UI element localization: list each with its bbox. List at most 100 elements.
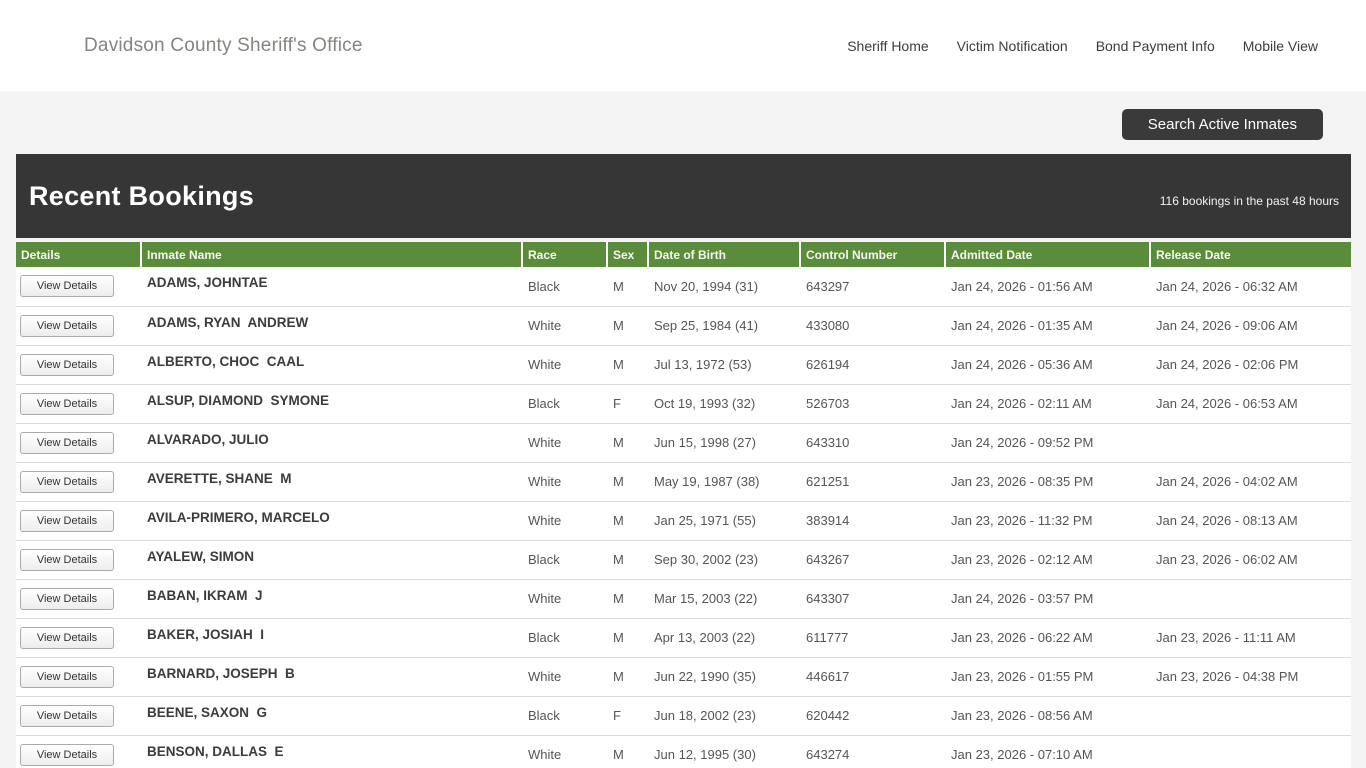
column-header-release-date: Release Date xyxy=(1150,242,1351,267)
race-cell: Black xyxy=(522,618,607,658)
inmate-name-cell: BAKER, JOSIAH I xyxy=(141,618,522,658)
admitted-date-cell: Jan 24, 2026 - 03:57 PM xyxy=(945,579,1150,619)
details-cell: View Details xyxy=(16,657,141,697)
view-details-button[interactable]: View Details xyxy=(20,275,114,298)
table-row: View Details BENSON, DALLAS E White M Ju… xyxy=(16,735,1351,768)
control-number-cell: 643307 xyxy=(800,579,945,619)
view-details-button[interactable]: View Details xyxy=(20,470,114,493)
recent-bookings-header: Recent Bookings 116 bookings in the past… xyxy=(16,154,1351,238)
view-details-button[interactable]: View Details xyxy=(20,314,114,337)
details-cell: View Details xyxy=(16,735,141,768)
date-of-birth-cell: Nov 20, 1994 (31) xyxy=(648,267,800,307)
site-title: Davidson County Sheriff's Office xyxy=(84,34,363,56)
inmate-name-cell: ALSUP, DIAMOND SYMONE xyxy=(141,384,522,424)
details-cell: View Details xyxy=(16,267,141,307)
control-number-cell: 643310 xyxy=(800,423,945,463)
sex-cell: M xyxy=(607,618,648,658)
control-number-cell: 643267 xyxy=(800,540,945,580)
page-content: Search Active Inmates Recent Bookings 11… xyxy=(0,91,1366,768)
bookings-table-body: View Details ADAMS, JOHNTAE Black M Nov … xyxy=(16,267,1351,768)
details-cell: View Details xyxy=(16,540,141,580)
date-of-birth-cell: Jun 22, 1990 (35) xyxy=(648,657,800,697)
table-row: View Details ALBERTO, CHOC CAAL White M … xyxy=(16,345,1351,385)
view-details-button[interactable]: View Details xyxy=(20,509,114,532)
view-details-button[interactable]: View Details xyxy=(20,353,114,376)
race-cell: White xyxy=(522,423,607,463)
nav-sheriff-home[interactable]: Sheriff Home xyxy=(847,37,929,54)
details-cell: View Details xyxy=(16,579,141,619)
control-number-cell: 611777 xyxy=(800,618,945,658)
admitted-date-cell: Jan 23, 2026 - 11:32 PM xyxy=(945,501,1150,541)
sex-cell: M xyxy=(607,735,648,768)
admitted-date-cell: Jan 23, 2026 - 07:10 AM xyxy=(945,735,1150,768)
table-row: View Details AVILA-PRIMERO, MARCELO Whit… xyxy=(16,501,1351,541)
nav-bond-payment-info[interactable]: Bond Payment Info xyxy=(1095,37,1215,54)
table-row: View Details BAKER, JOSIAH I Black M Apr… xyxy=(16,618,1351,658)
nav-mobile-view[interactable]: Mobile View xyxy=(1242,37,1318,54)
column-header-inmate-name: Inmate Name xyxy=(141,242,523,267)
inmate-name-cell: AYALEW, SIMON xyxy=(141,540,522,580)
release-date-cell: Jan 24, 2026 - 06:53 AM xyxy=(1150,384,1351,424)
details-cell: View Details xyxy=(16,501,141,541)
admitted-date-cell: Jan 24, 2026 - 01:35 AM xyxy=(945,306,1150,346)
column-header-details: Details xyxy=(16,242,142,267)
admitted-date-cell: Jan 24, 2026 - 05:36 AM xyxy=(945,345,1150,385)
sex-cell: M xyxy=(607,540,648,580)
control-number-cell: 446617 xyxy=(800,657,945,697)
view-details-button[interactable]: View Details xyxy=(20,665,114,688)
release-date-cell xyxy=(1150,423,1351,463)
date-of-birth-cell: Jun 18, 2002 (23) xyxy=(648,696,800,736)
table-header-row: Details Inmate Name Race Sex Date of Bir… xyxy=(16,242,1351,267)
search-row: Search Active Inmates xyxy=(16,91,1351,140)
sex-cell: F xyxy=(607,384,648,424)
sex-cell: M xyxy=(607,306,648,346)
table-row: View Details ALSUP, DIAMOND SYMONE Black… xyxy=(16,384,1351,424)
admitted-date-cell: Jan 23, 2026 - 02:12 AM xyxy=(945,540,1150,580)
view-details-button[interactable]: View Details xyxy=(20,548,114,571)
nav-victim-notification[interactable]: Victim Notification xyxy=(956,37,1068,54)
sex-cell: M xyxy=(607,462,648,502)
table-row: View Details ADAMS, JOHNTAE Black M Nov … xyxy=(16,267,1351,307)
release-date-cell: Jan 24, 2026 - 08:13 AM xyxy=(1150,501,1351,541)
sex-cell: M xyxy=(607,579,648,619)
table-row: View Details ADAMS, RYAN ANDREW White M … xyxy=(16,306,1351,346)
race-cell: White xyxy=(522,579,607,619)
race-cell: Black xyxy=(522,540,607,580)
inmate-name-cell: ADAMS, JOHNTAE xyxy=(141,267,522,307)
view-details-button[interactable]: View Details xyxy=(20,743,114,766)
view-details-button[interactable]: View Details xyxy=(20,704,114,727)
column-header-race: Race xyxy=(522,242,608,267)
bookings-count-text: 116 bookings in the past 48 hours xyxy=(1159,194,1339,208)
search-active-inmates-button[interactable]: Search Active Inmates xyxy=(1121,109,1323,140)
release-date-cell: Jan 24, 2026 - 04:02 AM xyxy=(1150,462,1351,502)
details-cell: View Details xyxy=(16,345,141,385)
table-row: View Details AVERETTE, SHANE M White M M… xyxy=(16,462,1351,502)
date-of-birth-cell: Oct 19, 1993 (32) xyxy=(648,384,800,424)
inmate-name-cell: AVILA-PRIMERO, MARCELO xyxy=(141,501,522,541)
sex-cell: M xyxy=(607,267,648,307)
inmate-name-cell: BENSON, DALLAS E xyxy=(141,735,522,768)
date-of-birth-cell: Jan 25, 1971 (55) xyxy=(648,501,800,541)
page-title: Recent Bookings xyxy=(29,180,255,211)
control-number-cell: 621251 xyxy=(800,462,945,502)
release-date-cell: Jan 23, 2026 - 04:38 PM xyxy=(1150,657,1351,697)
column-header-admitted-date: Admitted Date xyxy=(945,242,1151,267)
column-header-control-number: Control Number xyxy=(800,242,946,267)
view-details-button[interactable]: View Details xyxy=(20,587,114,610)
inmate-name-cell: ADAMS, RYAN ANDREW xyxy=(141,306,522,346)
race-cell: White xyxy=(522,657,607,697)
admitted-date-cell: Jan 24, 2026 - 01:56 AM xyxy=(945,267,1150,307)
release-date-cell: Jan 24, 2026 - 06:32 AM xyxy=(1150,267,1351,307)
view-details-button[interactable]: View Details xyxy=(20,431,114,454)
top-navigation: Sheriff Home Victim Notification Bond Pa… xyxy=(847,38,1318,54)
column-header-date-of-birth: Date of Birth xyxy=(648,242,801,267)
column-header-sex: Sex xyxy=(607,242,649,267)
date-of-birth-cell: Sep 30, 2002 (23) xyxy=(648,540,800,580)
release-date-cell xyxy=(1150,735,1351,768)
race-cell: White xyxy=(522,345,607,385)
view-details-button[interactable]: View Details xyxy=(20,626,114,649)
control-number-cell: 620442 xyxy=(800,696,945,736)
date-of-birth-cell: Apr 13, 2003 (22) xyxy=(648,618,800,658)
view-details-button[interactable]: View Details xyxy=(20,392,114,415)
admitted-date-cell: Jan 23, 2026 - 08:56 AM xyxy=(945,696,1150,736)
